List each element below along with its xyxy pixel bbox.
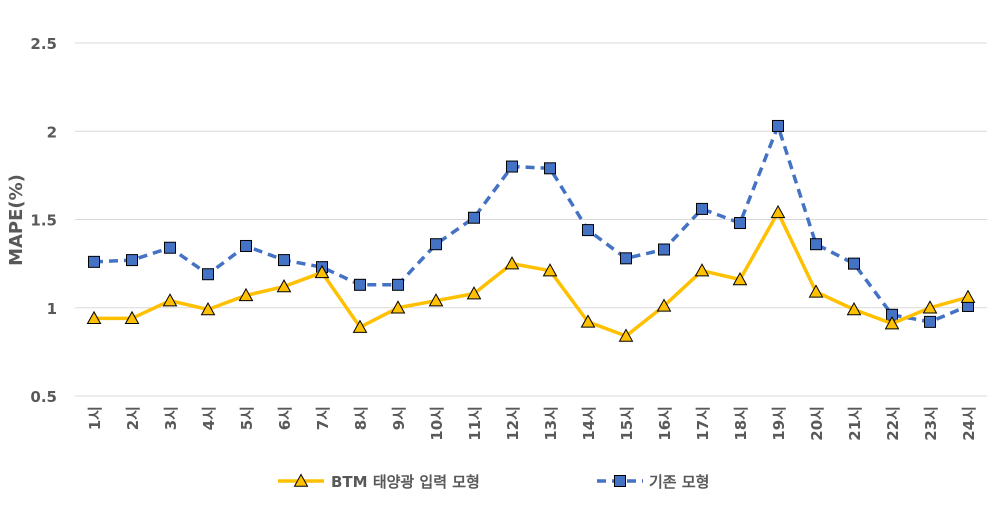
x-tick-label: 8시 bbox=[352, 406, 370, 430]
btm-series-point bbox=[390, 300, 406, 314]
x-tick-label: 7시 bbox=[314, 406, 332, 430]
legend-label: BTM 태양광 입력 모형 bbox=[331, 473, 480, 491]
legend-marker bbox=[614, 475, 626, 487]
btm-series-point bbox=[124, 310, 140, 325]
btm-series-point bbox=[238, 287, 254, 302]
baseline-series bbox=[88, 119, 974, 328]
btm-series-point bbox=[352, 319, 368, 333]
x-tick-label: 11시 bbox=[466, 406, 484, 441]
baseline-series-point bbox=[506, 160, 518, 173]
baseline-series-point bbox=[620, 252, 632, 265]
y-axis-ticks: 0.5 1 1.5 2 2.5 bbox=[30, 35, 57, 406]
baseline-series-point bbox=[810, 238, 822, 251]
legend-marker bbox=[293, 473, 309, 487]
btm-series bbox=[86, 204, 976, 342]
baseline-series-point bbox=[126, 254, 138, 267]
baseline-series-point bbox=[278, 254, 290, 267]
series-group bbox=[86, 119, 976, 342]
baseline-series-point bbox=[848, 257, 860, 270]
btm-series-point bbox=[542, 263, 558, 277]
legend: BTM 태양광 입력 모형 기존 모형 bbox=[278, 473, 709, 491]
y-tick-label: 0.5 bbox=[30, 388, 57, 406]
x-axis-ticks: 1시 2시 3시 4시 5시 6시 7시 8시 9시 10시 11시 12시 13시 14시 15시 16시 1… bbox=[86, 406, 978, 441]
x-tick-label: 5시 bbox=[238, 406, 256, 430]
btm-series-point bbox=[162, 293, 178, 307]
x-tick-label: 16시 bbox=[656, 406, 674, 441]
y-tick-label: 2.5 bbox=[30, 35, 57, 53]
baseline-series-point bbox=[202, 268, 214, 281]
baseline-series-point bbox=[696, 202, 708, 215]
btm-series-point bbox=[960, 289, 976, 303]
baseline-series-point bbox=[392, 278, 404, 291]
baseline-series-point bbox=[430, 238, 442, 251]
btm-series-point bbox=[428, 293, 444, 307]
x-tick-label: 2시 bbox=[124, 406, 142, 430]
baseline-series-point bbox=[734, 217, 746, 230]
btm-series-point bbox=[732, 271, 748, 286]
btm-series-point bbox=[200, 301, 216, 316]
baseline-series-point bbox=[164, 241, 176, 254]
baseline-series-point bbox=[354, 278, 366, 291]
btm-series-point bbox=[276, 279, 292, 293]
baseline-series-point bbox=[658, 243, 670, 256]
x-tick-label: 24시 bbox=[960, 406, 978, 441]
x-tick-label: 23시 bbox=[922, 406, 940, 441]
x-tick-label: 21시 bbox=[846, 406, 864, 441]
baseline-series-point bbox=[772, 119, 784, 132]
btm-series-line bbox=[94, 210, 969, 338]
btm-series-point bbox=[504, 256, 520, 270]
baseline-series-point bbox=[240, 239, 252, 252]
x-tick-label: 6시 bbox=[276, 406, 294, 430]
x-tick-label: 17시 bbox=[694, 406, 712, 441]
btm-series-point bbox=[314, 264, 330, 279]
legend-item: BTM 태양광 입력 모형 bbox=[278, 473, 480, 491]
baseline-series-point bbox=[924, 315, 936, 328]
btm-series-point bbox=[922, 300, 938, 314]
baseline-series-point bbox=[468, 211, 480, 224]
baseline-series-line bbox=[93, 124, 969, 324]
btm-series-point bbox=[656, 298, 672, 312]
baseline-series-point bbox=[88, 255, 100, 268]
btm-series-point bbox=[580, 314, 596, 328]
baseline-series-point bbox=[544, 162, 556, 175]
btm-series-point bbox=[846, 301, 862, 316]
btm-series-point bbox=[618, 328, 634, 342]
legend-label: 기존 모형 bbox=[649, 473, 709, 491]
x-tick-label: 4시 bbox=[200, 406, 218, 430]
x-tick-label: 3시 bbox=[162, 406, 180, 430]
x-tick-label: 19시 bbox=[770, 406, 788, 441]
btm-series-point bbox=[884, 316, 900, 330]
btm-series-point bbox=[694, 263, 710, 277]
x-tick-label: 1시 bbox=[86, 406, 104, 430]
y-tick-label: 1 bbox=[47, 300, 57, 318]
btm-series-point bbox=[770, 204, 786, 219]
baseline-series-point bbox=[582, 224, 594, 237]
x-tick-label: 20시 bbox=[808, 406, 826, 441]
x-tick-label: 10시 bbox=[428, 406, 446, 441]
btm-series-point bbox=[808, 284, 824, 298]
btm-series-point bbox=[86, 310, 102, 325]
x-tick-label: 13시 bbox=[542, 406, 560, 441]
legend-item: 기존 모형 bbox=[597, 473, 709, 491]
gridlines bbox=[75, 42, 987, 397]
y-tick-label: 1.5 bbox=[30, 212, 57, 230]
y-axis-label: MAPE(%) bbox=[6, 174, 27, 266]
x-tick-label: 12시 bbox=[504, 406, 522, 441]
y-tick-label: 2 bbox=[47, 123, 57, 141]
x-tick-label: 14시 bbox=[580, 406, 598, 441]
x-tick-label: 18시 bbox=[732, 406, 750, 441]
x-tick-label: 22시 bbox=[884, 406, 902, 441]
btm-series-point bbox=[466, 286, 482, 300]
x-tick-label: 15시 bbox=[618, 406, 636, 441]
x-tick-label: 9시 bbox=[390, 406, 408, 430]
